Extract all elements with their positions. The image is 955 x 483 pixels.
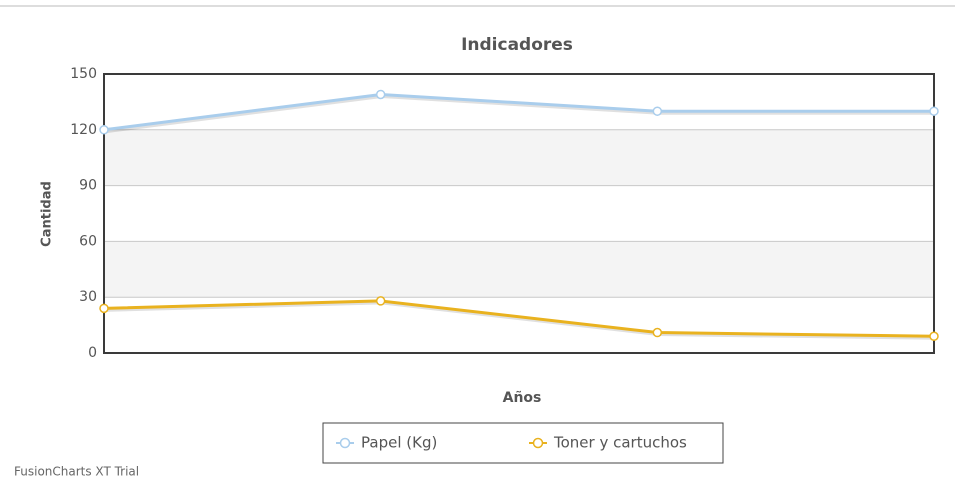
footer: FusionCharts XT Trial <box>14 465 139 479</box>
point <box>652 327 663 338</box>
y-tick-label: 60 <box>79 233 97 249</box>
shadow <box>104 301 936 340</box>
legend-box <box>322 422 724 464</box>
legend-marker <box>532 437 544 449</box>
y-tick-label: 150 <box>70 66 97 82</box>
legend-label: Toner y cartuchos <box>553 434 687 452</box>
point <box>375 89 386 100</box>
shadow <box>104 94 935 134</box>
y-tick-label: 0 <box>88 345 97 361</box>
legend-label: Papel (Kg) <box>361 434 437 452</box>
line <box>103 299 935 338</box>
point <box>929 106 939 116</box>
y-tick-label: 30 <box>79 289 97 305</box>
line <box>103 92 934 132</box>
plot-border <box>103 73 935 354</box>
y-tick-label: 90 <box>79 178 97 194</box>
point <box>652 106 663 116</box>
point <box>929 331 939 342</box>
band <box>104 129 934 186</box>
point <box>375 296 386 306</box>
band <box>104 241 934 298</box>
point <box>99 303 109 314</box>
y-tick-label: 120 <box>70 122 97 138</box>
point <box>99 125 109 135</box>
x-axis-label: Años <box>503 390 542 406</box>
chart-title: Indicadores <box>461 35 573 55</box>
legend-marker <box>339 437 351 449</box>
y-axis-label: Cantidad <box>40 181 55 247</box>
